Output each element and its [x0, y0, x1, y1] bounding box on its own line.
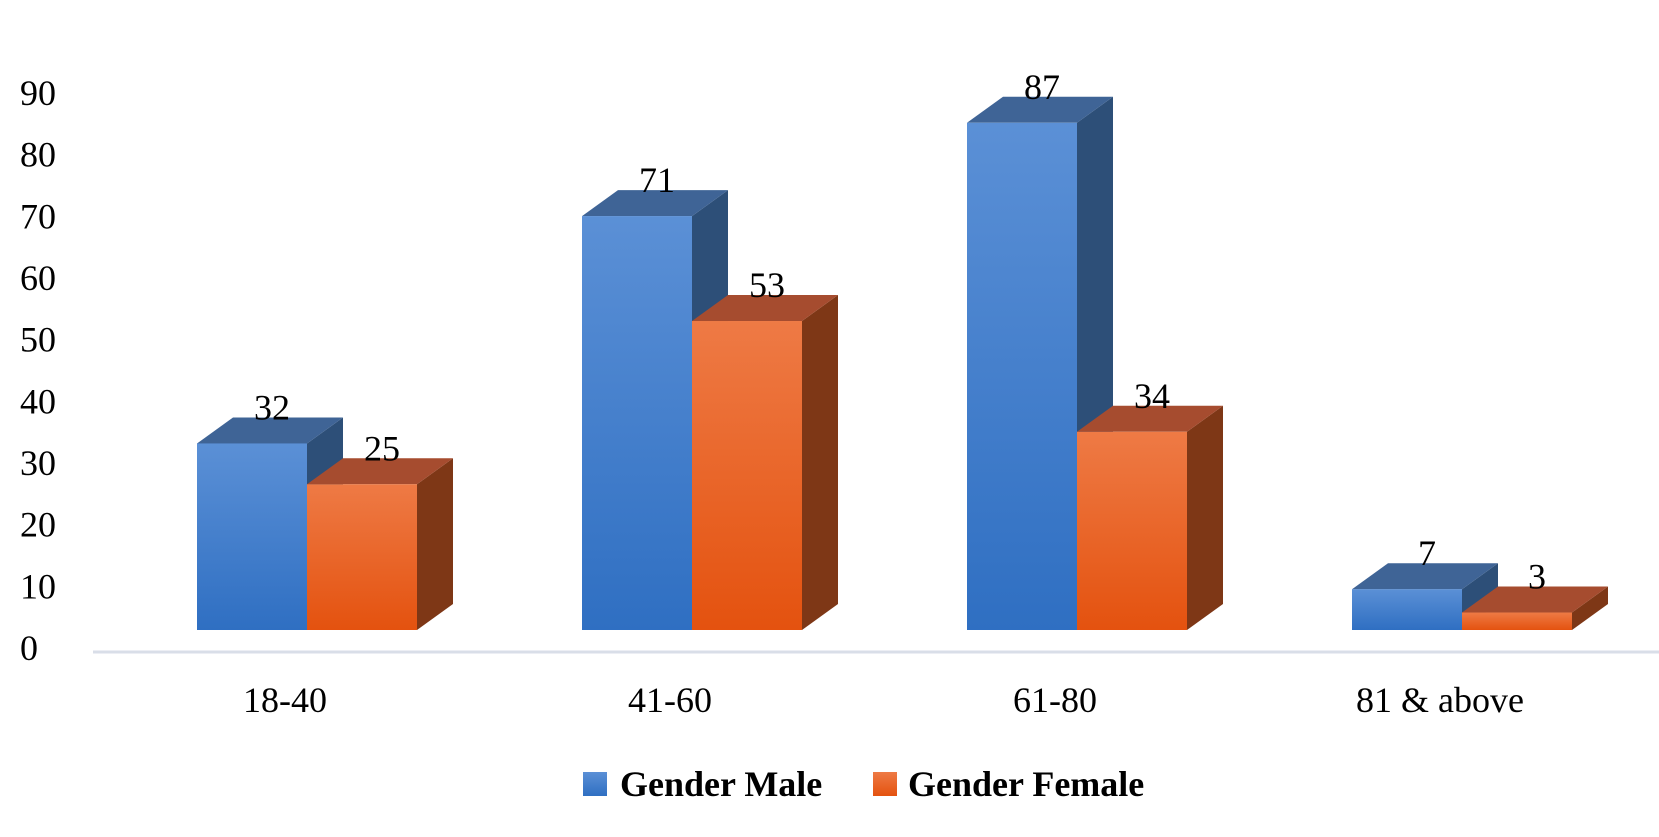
- bar-front-face: [1352, 589, 1462, 630]
- y-tick-label: 50: [20, 320, 56, 360]
- data-label: 34: [1134, 376, 1170, 416]
- y-tick-label: 90: [20, 73, 56, 113]
- y-tick-label: 70: [20, 196, 56, 236]
- bar-front-face: [967, 123, 1077, 630]
- y-tick-label: 80: [20, 135, 56, 175]
- data-label: 53: [749, 265, 785, 305]
- y-tick-label: 20: [20, 505, 56, 545]
- data-label: 71: [639, 160, 675, 200]
- y-tick-label: 60: [20, 258, 56, 298]
- legend-swatch: [873, 772, 897, 796]
- data-label: 25: [364, 428, 400, 468]
- x-tick-label: 61-80: [1013, 680, 1097, 720]
- bar-front-face: [197, 443, 307, 630]
- bar-front-face: [582, 216, 692, 630]
- bar-chart-svg: 0 10 20 30 40 50 60 70 80 90 18-40 32 25 41-60 71 53 61…: [0, 0, 1659, 837]
- bar: [307, 458, 453, 630]
- data-label: 32: [254, 387, 290, 427]
- bar-front-face: [307, 484, 417, 630]
- legend-label: Gender Male: [620, 764, 822, 804]
- bar-front-face: [1077, 432, 1187, 630]
- x-tick-label: 18-40: [243, 680, 327, 720]
- data-label: 7: [1418, 533, 1436, 573]
- bar-side-face: [417, 458, 453, 630]
- data-label: 87: [1024, 67, 1060, 107]
- bar: [1077, 406, 1223, 630]
- y-tick-label: 0: [20, 628, 38, 668]
- y-tick-label: 30: [20, 443, 56, 483]
- legend-item: Gender Female: [873, 764, 1144, 804]
- chart: 0 10 20 30 40 50 60 70 80 90 18-40 32 25 41-60 71 53 61…: [0, 0, 1659, 837]
- bar-side-face: [802, 295, 838, 630]
- legend-label: Gender Female: [908, 764, 1144, 804]
- data-label: 3: [1528, 557, 1546, 597]
- x-tick-label: 81 & above: [1356, 680, 1524, 720]
- y-tick-label: 10: [20, 566, 56, 606]
- legend-item: Gender Male: [583, 764, 822, 804]
- bar-side-face: [1187, 406, 1223, 630]
- bar-front-face: [692, 321, 802, 630]
- bar: [692, 295, 838, 630]
- y-tick-label: 40: [20, 381, 56, 421]
- legend-swatch: [583, 772, 607, 796]
- x-tick-label: 41-60: [628, 680, 712, 720]
- bar-front-face: [1462, 613, 1572, 630]
